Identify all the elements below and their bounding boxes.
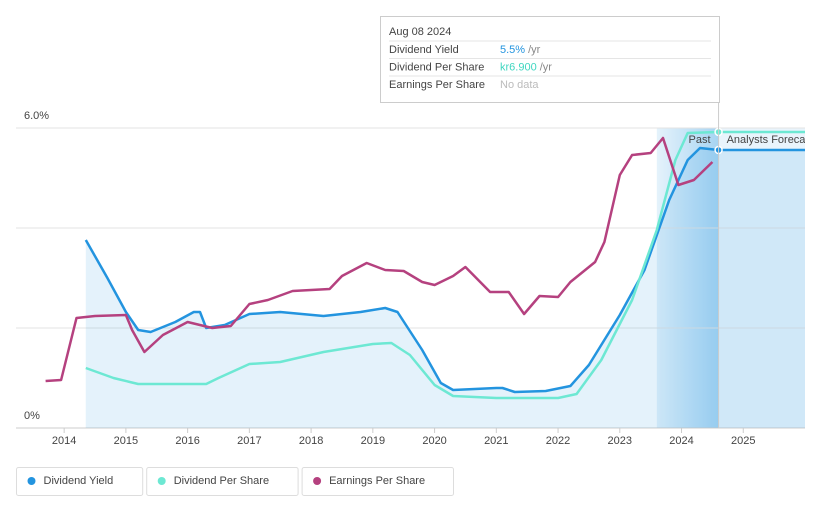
x-tick-label: 2021 <box>484 435 508 447</box>
legend-box[interactable] <box>301 467 454 496</box>
legend-item[interactable]: Dividend Yield <box>16 467 144 496</box>
tooltip-value: No data <box>500 79 539 91</box>
background-layer: 0% 6.0% 2014 2015 2016 2017 2018 2019 2020 2021 20… <box>16 110 814 447</box>
plot-layer <box>45 127 805 428</box>
x-tick-label: 2014 <box>52 435 76 447</box>
legend-swatch <box>27 477 36 485</box>
legend-label: Earnings Per Share <box>329 475 425 487</box>
legend-swatch <box>157 477 166 485</box>
x-tick-label: 2017 <box>237 435 261 447</box>
line <box>45 136 714 383</box>
tooltip-value: 5.5%/yr <box>500 44 541 56</box>
tooltip-box <box>380 16 720 103</box>
x-tick-label: 2024 <box>669 435 693 447</box>
y-tick-label: 6.0% <box>24 110 49 122</box>
x-tick-label: 2015 <box>114 435 138 447</box>
legend-label: Dividend Yield <box>44 475 114 487</box>
series-group <box>45 130 805 428</box>
legend-box[interactable] <box>146 467 299 496</box>
tooltip-value: kr6.900/yr <box>500 61 552 73</box>
tooltip-label: Dividend Per Share <box>389 61 484 73</box>
tooltip-label: Dividend Yield <box>389 44 459 56</box>
tooltip-label: Earnings Per Share <box>389 79 485 91</box>
tooltip-unit: /yr <box>528 44 541 56</box>
x-tick-label: 2023 <box>608 435 632 447</box>
past-label: Past <box>689 134 711 146</box>
legend-label: Dividend Per Share <box>174 475 269 487</box>
tooltip-date: Aug 08 2024 <box>389 26 451 38</box>
x-tick-label: 2019 <box>361 435 385 447</box>
x-tick-label: 2016 <box>175 435 199 447</box>
area <box>85 148 805 428</box>
tooltip-value-text: No data <box>500 79 539 91</box>
legend-swatch <box>313 477 322 485</box>
legend-item[interactable]: Earnings Per Share <box>301 467 454 496</box>
forecast-region <box>718 128 805 428</box>
x-tick-label: 2025 <box>731 435 755 447</box>
legend-box[interactable] <box>16 467 144 496</box>
past-highlight <box>656 128 719 428</box>
x-tick-label: 2018 <box>299 435 323 447</box>
tooltip-unit: /yr <box>540 61 553 73</box>
tooltip-value-text: 5.5% <box>500 44 525 56</box>
x-tick-label: 2020 <box>422 435 446 447</box>
y-tick-label: 0% <box>24 410 40 422</box>
x-tick-label: 2022 <box>546 435 570 447</box>
legend-item[interactable]: Dividend Per Share <box>146 467 299 496</box>
tooltip-value-text: kr6.900 <box>500 61 537 73</box>
line <box>85 130 805 400</box>
legend: Dividend Yield Dividend Per Share Earnings… <box>16 467 454 496</box>
forecast-label: Analysts Forecast <box>727 134 814 146</box>
